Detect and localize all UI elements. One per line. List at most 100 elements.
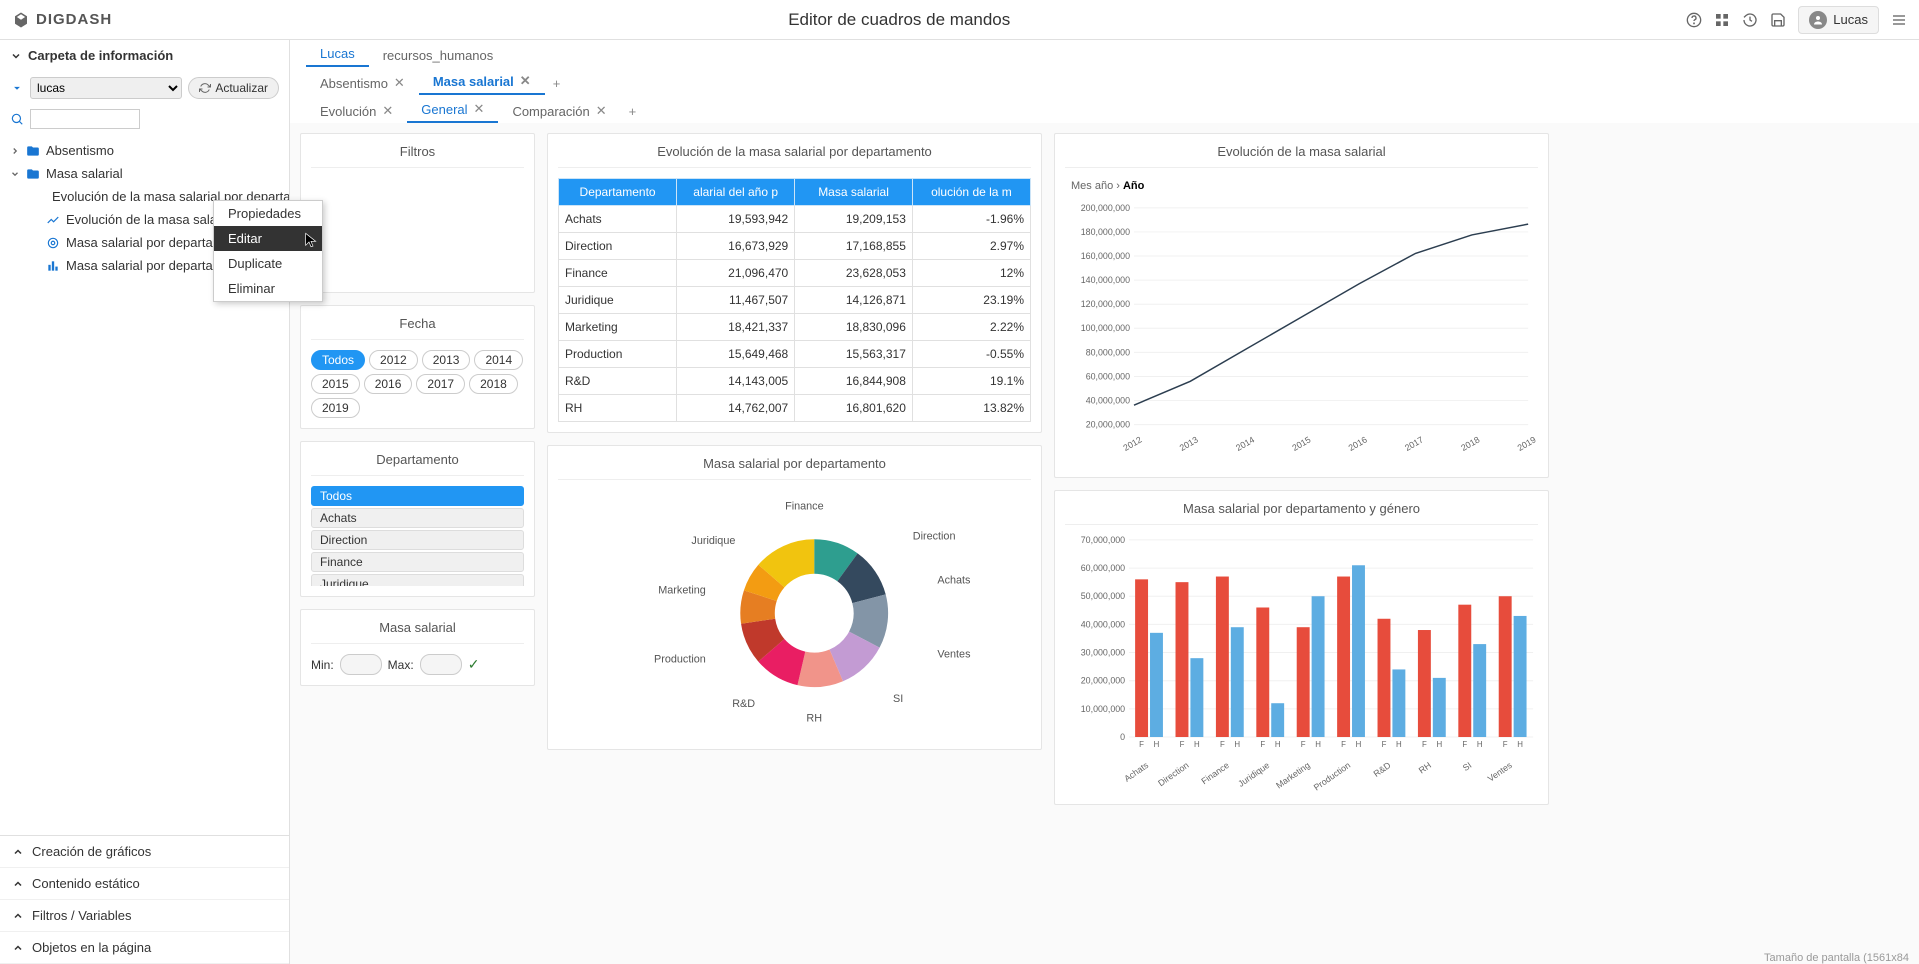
table-cell: 15,649,468 (677, 341, 795, 368)
context-menu-item[interactable]: Propiedades (214, 201, 322, 226)
bar-chart: 70,000,00060,000,00050,000,00040,000,000… (1065, 535, 1538, 791)
svg-text:2015: 2015 (1290, 434, 1312, 453)
history-icon[interactable] (1742, 12, 1758, 28)
table-row[interactable]: R&D14,143,00516,844,90819.1% (559, 368, 1031, 395)
table-row[interactable]: Production15,649,46815,563,317-0.55% (559, 341, 1031, 368)
table-cell: 14,762,007 (677, 395, 795, 422)
help-icon[interactable] (1686, 12, 1702, 28)
add-tab-button[interactable]: + (545, 72, 569, 95)
panel-title: Departamento (311, 452, 524, 476)
panel-donut[interactable]: Masa salarial por departamento FinanceDi… (547, 445, 1042, 750)
table-row[interactable]: Direction16,673,92917,168,8552.97% (559, 233, 1031, 260)
table-cell: RH (559, 395, 677, 422)
tab[interactable]: Lucas (306, 42, 369, 67)
table-row[interactable]: RH14,762,00716,801,62013.82% (559, 395, 1031, 422)
table-cell: 14,126,871 (795, 287, 913, 314)
dept-filter-item[interactable]: Juridique (311, 574, 524, 586)
table-row[interactable]: Marketing18,421,33718,830,0962.22% (559, 314, 1031, 341)
close-icon[interactable]: ✕ (596, 103, 607, 119)
panel-bar[interactable]: Masa salarial por departamento y género … (1054, 490, 1549, 805)
bar-chart-icon (46, 259, 60, 273)
column-header[interactable]: Departamento (559, 179, 677, 206)
svg-text:60,000,000: 60,000,000 (1086, 371, 1130, 381)
dept-filter-item[interactable]: Finance (311, 552, 524, 572)
dept-filter-item[interactable]: Todos (311, 486, 524, 506)
tab[interactable]: recursos_humanos (369, 44, 508, 67)
page-title: Editor de cuadros de mandos (112, 10, 1686, 30)
year-pill[interactable]: 2019 (311, 398, 360, 418)
user-select[interactable]: lucas (30, 77, 182, 99)
dept-filter-item[interactable]: Direction (311, 530, 524, 550)
tree-label: Masa salarial (46, 166, 123, 181)
tree-folder-masa[interactable]: Masa salarial (0, 162, 289, 185)
panel-filtros[interactable]: Filtros (300, 133, 535, 293)
refresh-icon (199, 82, 211, 94)
panel-departamento[interactable]: Departamento TodosAchatsDirectionFinance… (300, 441, 535, 597)
context-menu-item[interactable]: Editar (214, 226, 322, 251)
svg-text:2017: 2017 (1403, 434, 1425, 453)
year-pill[interactable]: 2016 (364, 374, 413, 394)
panel-line[interactable]: Evolución de la masa salarial Mes año › … (1054, 133, 1549, 478)
sidebar-nav-objetos[interactable]: Objetos en la página (0, 932, 289, 964)
chart-breadcrumb[interactable]: Mes año › Año (1065, 178, 1538, 198)
menu-icon[interactable] (1891, 12, 1907, 28)
data-table: Departamentoalarial del año pMasa salari… (558, 178, 1031, 422)
panel-table[interactable]: Evolución de la masa salarial por depart… (547, 133, 1042, 433)
year-pill[interactable]: 2018 (469, 374, 518, 394)
context-menu-item[interactable]: Duplicate (214, 251, 322, 276)
close-icon[interactable]: ✕ (394, 75, 405, 91)
svg-text:H: H (1275, 740, 1281, 749)
close-icon[interactable]: ✕ (520, 73, 531, 89)
dept-filter-item[interactable]: Achats (311, 508, 524, 528)
table-row[interactable]: Finance21,096,47023,628,05312% (559, 260, 1031, 287)
search-icon[interactable] (10, 112, 24, 126)
context-menu-item[interactable]: Eliminar (214, 276, 322, 301)
nav-label: Contenido estático (32, 876, 140, 891)
grid-icon[interactable] (1714, 12, 1730, 28)
sidebar-nav-estatico[interactable]: Contenido estático (0, 868, 289, 900)
table-cell: Achats (559, 206, 677, 233)
year-pill[interactable]: 2017 (416, 374, 465, 394)
year-pill[interactable]: 2015 (311, 374, 360, 394)
svg-text:R&D: R&D (1372, 760, 1393, 779)
column-header[interactable]: alarial del año p (677, 179, 795, 206)
year-pill[interactable]: 2013 (422, 350, 471, 370)
column-header[interactable]: Masa salarial (795, 179, 913, 206)
year-pill[interactable]: 2014 (474, 350, 523, 370)
tab[interactable]: General✕ (407, 97, 498, 123)
sidebar-header-label: Carpeta de información (28, 48, 173, 63)
sidebar-search-input[interactable] (30, 109, 140, 129)
svg-text:Finance: Finance (785, 501, 824, 513)
table-cell: 16,844,908 (795, 368, 913, 395)
panel-fecha[interactable]: Fecha Todos20122013201420152016201720182… (300, 305, 535, 429)
tab[interactable]: Evolución✕ (306, 99, 407, 123)
sidebar-nav-filtros[interactable]: Filtros / Variables (0, 900, 289, 932)
table-cell: 12% (912, 260, 1030, 287)
close-icon[interactable]: ✕ (382, 103, 393, 119)
year-pill[interactable]: 2012 (369, 350, 418, 370)
table-row[interactable]: Juridique11,467,50714,126,87123.19% (559, 287, 1031, 314)
year-pill[interactable]: Todos (311, 350, 365, 370)
tree-folder-absentismo[interactable]: Absentismo (0, 139, 289, 162)
min-input[interactable] (340, 654, 382, 675)
add-tab-button[interactable]: + (621, 100, 645, 123)
refresh-button[interactable]: Actualizar (188, 77, 279, 99)
chevron-up-icon (12, 942, 24, 954)
svg-text:H: H (1396, 740, 1402, 749)
tab[interactable]: Absentismo✕ (306, 71, 419, 95)
column-header[interactable]: olución de la m (912, 179, 1030, 206)
logo-icon (12, 11, 30, 29)
tab[interactable]: Comparación✕ (498, 99, 620, 123)
breadcrumb-item: Mes año (1071, 180, 1113, 192)
apply-check-icon[interactable]: ✓ (468, 656, 480, 673)
max-input[interactable] (420, 654, 462, 675)
close-icon[interactable]: ✕ (474, 101, 485, 117)
table-row[interactable]: Achats19,593,94219,209,153-1.96% (559, 206, 1031, 233)
svg-text:2014: 2014 (1234, 434, 1256, 453)
tab[interactable]: Masa salarial✕ (419, 69, 545, 95)
user-chip[interactable]: Lucas (1798, 6, 1879, 34)
sidebar-nav-graficos[interactable]: Creación de gráficos (0, 836, 289, 868)
panel-masa-filter[interactable]: Masa salarial Min: Max: ✓ (300, 609, 535, 686)
sidebar-header-info[interactable]: Carpeta de información (0, 40, 289, 71)
save-icon[interactable] (1770, 12, 1786, 28)
